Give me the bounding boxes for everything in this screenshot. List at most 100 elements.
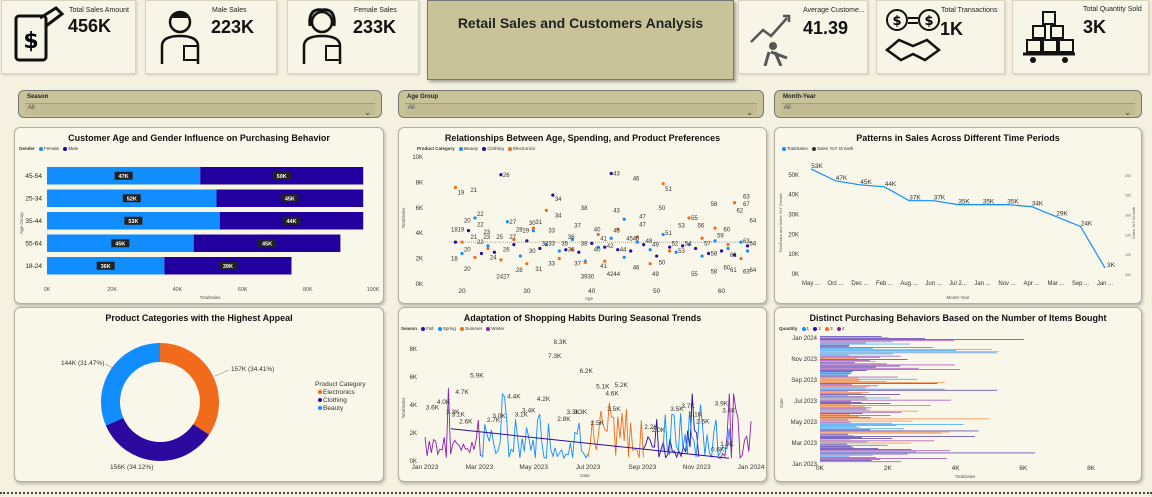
bar (820, 436, 975, 437)
kpi-label: Total Sales Amount (69, 7, 129, 14)
peak-label: 2.0K (652, 427, 666, 434)
kpi-label: Male Sales (212, 7, 247, 14)
items-bought-bar-chart[interactable]: Jan 2024 Nov 2023 Sep 2023 Jul 2023 May 2023… (775, 308, 1141, 481)
seasonal-trends-line-chart[interactable]: 0K 2K 4K 6K 8K Jan 2023 Mar 2023 May 2023 Jul 20… (399, 308, 766, 481)
scatter-point (486, 246, 490, 251)
peak-label: 2.5K (591, 420, 605, 427)
scatter-point (603, 245, 607, 249)
age-group-dropdown[interactable]: All ⌄ (405, 103, 757, 117)
kpi-value: 3K (1083, 17, 1107, 37)
point-label: 27 (509, 220, 516, 226)
age-group-slicer[interactable]: Age Group All ⌄ (398, 90, 764, 118)
trend-line (450, 428, 730, 459)
winter-line (424, 388, 481, 458)
point-label: 18 (451, 227, 458, 233)
peak-label: 3.3K (574, 409, 588, 416)
chevron-down-icon[interactable]: ⌄ (1124, 108, 1131, 117)
legend-item: Summer (465, 326, 483, 331)
x-axis-title: Age (585, 296, 594, 301)
point-label: 28 (516, 227, 523, 233)
scatter-point (466, 229, 471, 233)
time-periods-line-chart[interactable]: 0K 100 10K 120 20K 140 30K 160 40K 180 50K 200 May .… (775, 128, 1141, 303)
x-tick-label: 2K (884, 465, 893, 472)
legend-item: Beauty (323, 405, 344, 412)
y-tick-label: Jan 2024 (792, 336, 817, 342)
x-tick-label: Sep 2023 (628, 464, 656, 471)
point-label: 36 (568, 248, 575, 254)
legend-item: Fall (426, 326, 434, 331)
bar (820, 422, 892, 424)
scatter-point (570, 237, 574, 242)
month-year-dropdown[interactable]: All ⌄ (781, 103, 1135, 117)
x-axis-title: Date (580, 473, 590, 478)
data-label-bg (258, 239, 277, 248)
chart-title: Relationships Between Age, Spending, and… (444, 133, 721, 143)
point-label: 35 (561, 241, 568, 247)
point-label: 22 (477, 240, 484, 246)
scatter-point (687, 243, 691, 247)
kpi-label: Female Sales (354, 7, 397, 14)
bar (820, 413, 863, 414)
data-label: 44K (286, 219, 296, 225)
peak-label: 5.1K (596, 384, 610, 391)
peak-label: 3.6K (426, 405, 440, 412)
point-label: 50 (659, 206, 666, 212)
y-tick-label: 10K (412, 155, 423, 161)
x-tick-label: Aug ... (900, 281, 918, 287)
bar (820, 395, 848, 397)
chart-legend: Quantity 1 2 3 4 (779, 326, 844, 331)
product-categories-donut-chart[interactable]: 157K (34.41%) 156K (34.12%) 144K (31.47%) (15, 308, 383, 481)
peak-label: 3.1K (452, 412, 466, 419)
point-label: 37 (574, 224, 581, 230)
point-label: 28 (516, 268, 523, 274)
month-year-slicer[interactable]: Month-Year All ⌄ (774, 90, 1142, 118)
bar (820, 428, 904, 430)
handshake-money-icon: $ $ (885, 9, 941, 62)
scatter-point (739, 240, 743, 244)
point-label: 49 (652, 272, 659, 278)
bar (820, 382, 945, 383)
scatter-point (745, 244, 750, 248)
bar (820, 354, 849, 356)
y-tick-label: Sep 2023 (791, 378, 817, 384)
y-tick-label: Jan 2023 (792, 462, 817, 468)
scatter-point (453, 185, 458, 190)
y-tick-label: 50K (788, 173, 799, 179)
bar (820, 452, 1036, 454)
point-label: 61 (730, 268, 737, 274)
bar (820, 433, 848, 435)
data-label: 45K (285, 196, 295, 202)
bar (820, 446, 852, 447)
y-tick-label: 40K (788, 193, 799, 199)
peak-label: 2.2K (644, 424, 658, 431)
slicer-value: All (28, 105, 35, 111)
point-label: 32 (542, 241, 549, 247)
season-dropdown[interactable]: All ⌄ (25, 103, 375, 117)
chevron-down-icon[interactable]: ⌄ (364, 108, 371, 117)
y-tick-label: 35-44 (25, 218, 42, 225)
point-label: 37 (574, 262, 581, 268)
data-label: 45K (115, 241, 125, 247)
bar (820, 375, 848, 377)
age-spending-scatter-chart[interactable]: 0K 2K 4K 6K 8K 10K 20 30 40 50 60 Age TotalSales 26 43… (399, 128, 766, 303)
right-tick-label: 200 (1125, 174, 1131, 178)
point-label: 19 (457, 191, 464, 197)
peak-label: 5.9K (470, 372, 484, 379)
bar (820, 343, 910, 345)
chart-title: Distinct Purchasing Behaviors Based on t… (809, 313, 1107, 323)
scatter-point (499, 173, 503, 177)
bar (820, 361, 876, 362)
data-label-bg (96, 261, 115, 270)
kpi-value: 41.39 (803, 18, 849, 38)
season-slicer[interactable]: Season All ⌄ (18, 90, 382, 118)
scatter-point (473, 216, 477, 220)
data-label-bg (111, 239, 130, 248)
x-axis-title: Month-Year (946, 295, 970, 300)
scatter-point (745, 249, 750, 253)
scatter-point (525, 239, 529, 243)
age-gender-bar-chart[interactable]: 0K 20K 40K 60K 80K 100K TotalSales Age Group 45-… (15, 128, 383, 303)
scatter-point (544, 243, 548, 247)
slicer-label: Age Group (407, 94, 438, 100)
scatter-point (538, 246, 542, 251)
chevron-down-icon[interactable]: ⌄ (746, 108, 753, 117)
